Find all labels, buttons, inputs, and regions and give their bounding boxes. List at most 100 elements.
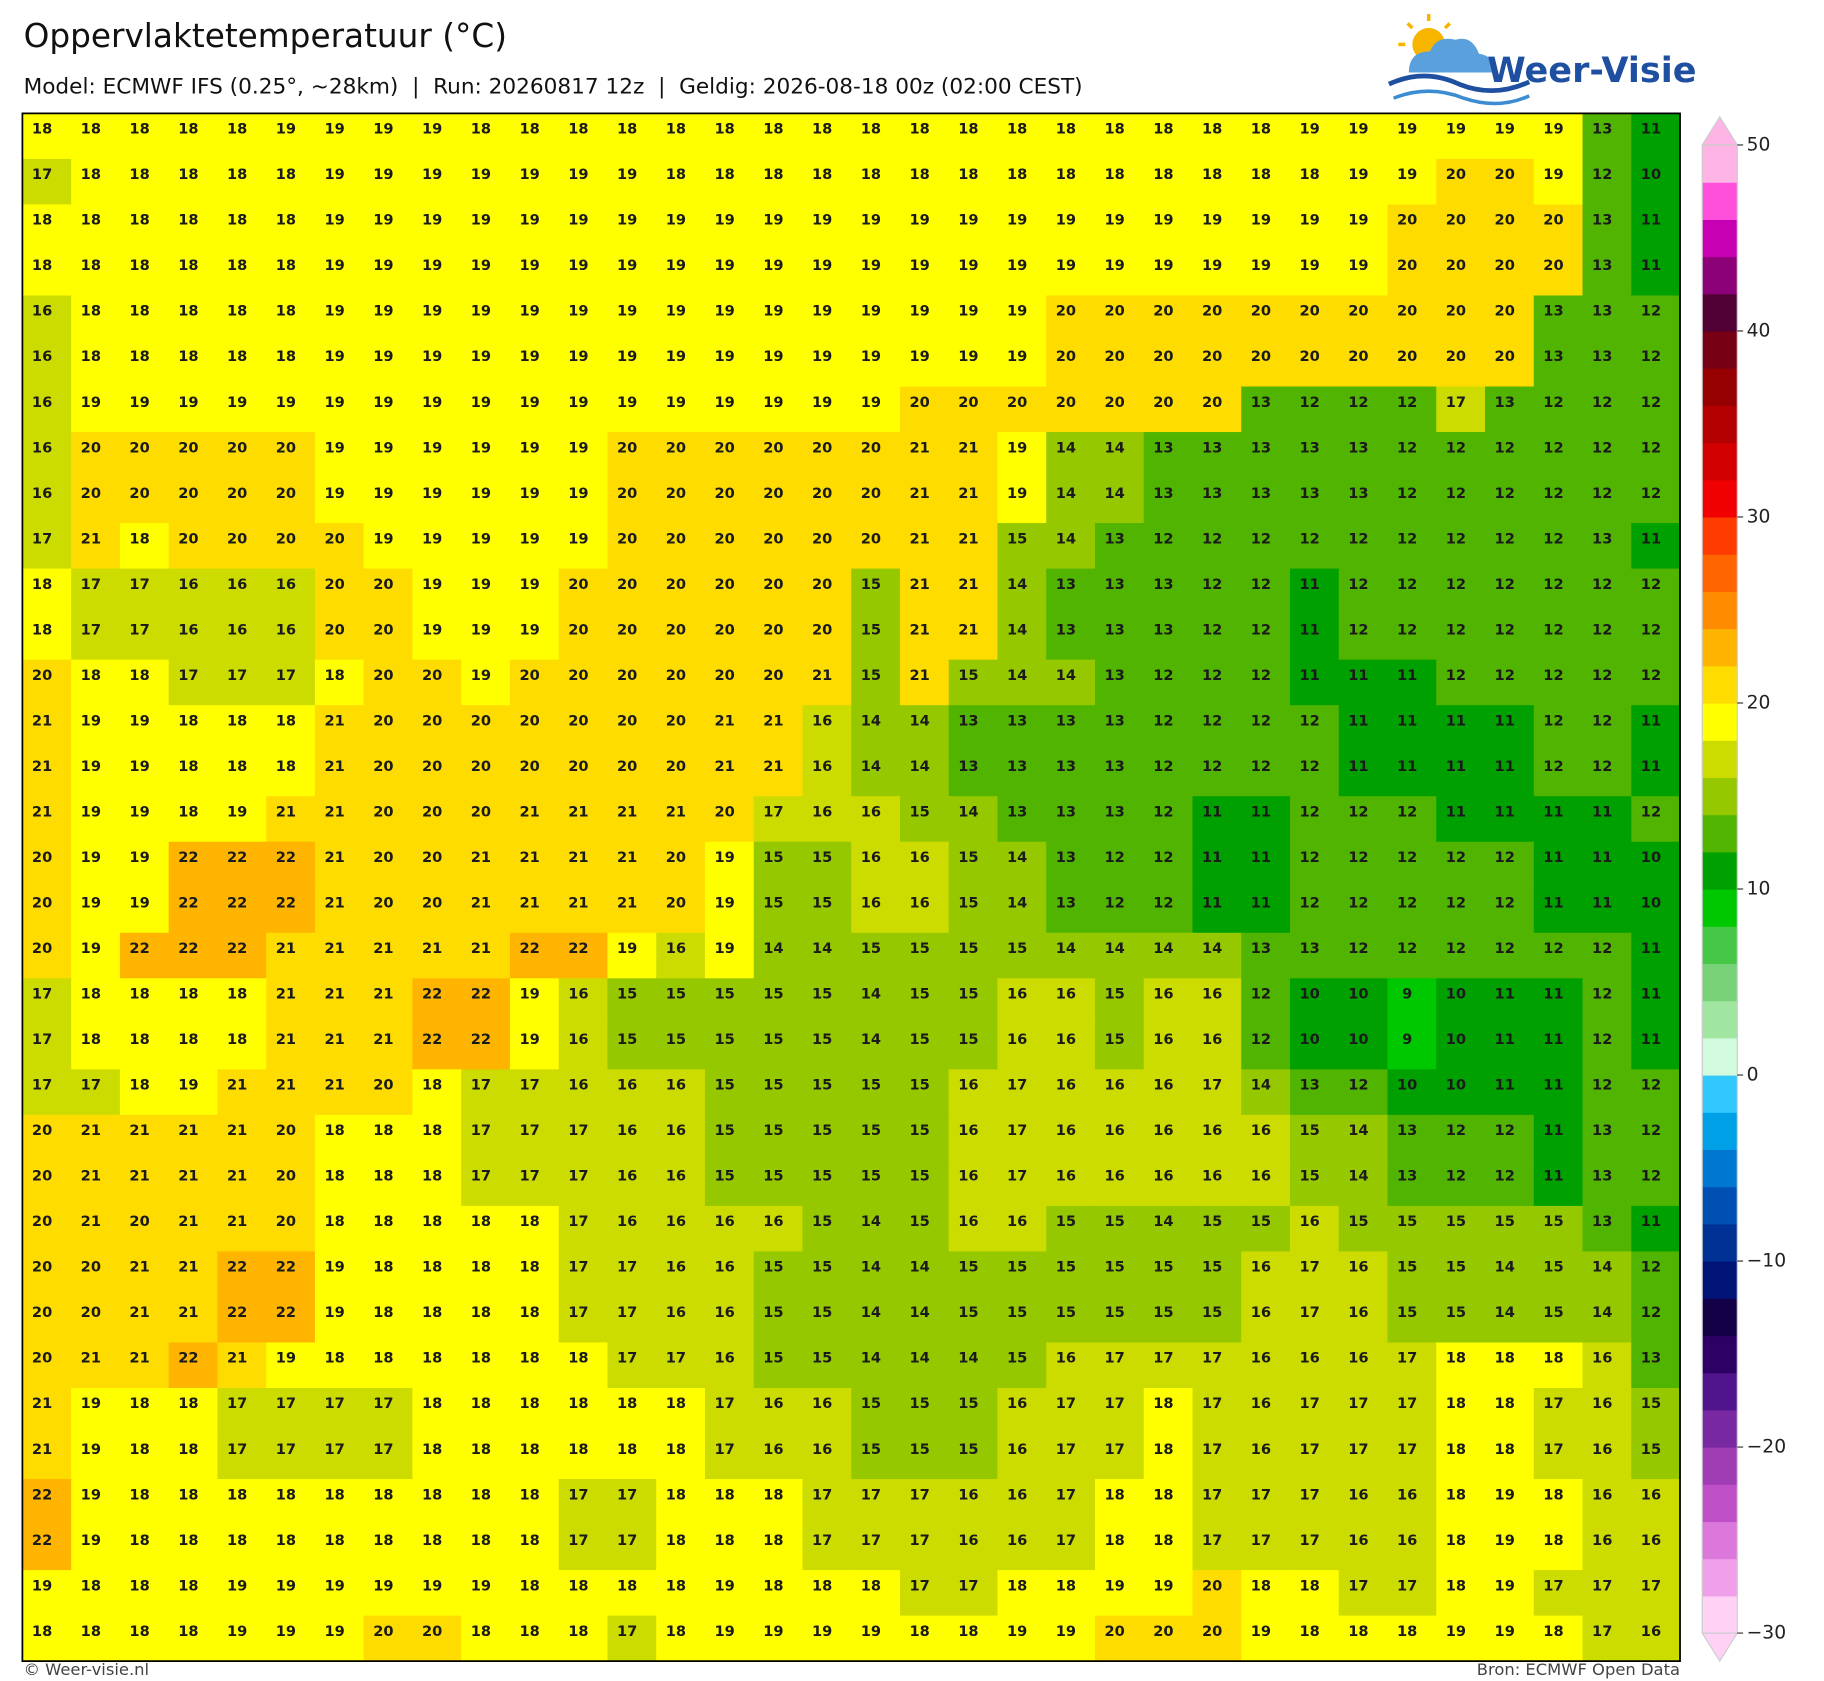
temperature-cell xyxy=(509,1570,560,1617)
temperature-cell xyxy=(1046,614,1096,661)
temperature-cell xyxy=(1436,1114,1486,1162)
temperature-grid: 18 18 18 18 18 19 19 19 19 18 18 18 18 18 18 18 18 18 18 18… xyxy=(22,113,1681,1662)
temperature-cell xyxy=(1338,841,1389,888)
temperature-cell xyxy=(607,932,657,980)
temperature-label: 21 xyxy=(324,803,344,820)
temperature-cell xyxy=(119,1615,170,1662)
temperature-cell xyxy=(1192,750,1242,797)
colorbar-band xyxy=(1702,1298,1738,1337)
temperature-label: 15 xyxy=(958,1304,978,1321)
temperature-cell xyxy=(948,249,999,297)
temperature-label: 13 xyxy=(1397,1122,1417,1139)
temperature-label: 20 xyxy=(32,1259,52,1276)
temperature-cell xyxy=(607,340,657,388)
temperature-label: 19 xyxy=(1251,1623,1271,1640)
temperature-label: 20 xyxy=(1202,303,1222,320)
temperature-cell xyxy=(314,1524,365,1571)
temperature-cell xyxy=(509,1342,560,1389)
temperature-label: 17 xyxy=(617,1532,637,1549)
temperature-cell xyxy=(266,386,316,433)
temperature-cell xyxy=(558,1524,609,1571)
temperature-cell xyxy=(1289,1205,1340,1253)
temperature-cell xyxy=(1436,1387,1486,1435)
temperature-cell xyxy=(802,1114,852,1162)
temperature-cell xyxy=(558,249,609,297)
temperature-label: 19 xyxy=(471,303,491,320)
temperature-cell xyxy=(119,386,170,433)
temperature-label: 22 xyxy=(129,940,149,957)
temperature-label: 19 xyxy=(617,257,637,274)
temperature-label: 17 xyxy=(1007,1122,1027,1139)
temperature-cell xyxy=(1289,113,1340,160)
temperature-cell xyxy=(314,1342,365,1389)
temperature-label: 18 xyxy=(324,1122,344,1139)
temperature-cell xyxy=(266,295,316,342)
temperature-label: 18 xyxy=(129,1532,149,1549)
temperature-label: 12 xyxy=(1641,1077,1661,1094)
temperature-label: 16 xyxy=(1300,1213,1320,1230)
temperature-cell xyxy=(119,614,170,661)
temperature-cell xyxy=(1338,1570,1389,1617)
temperature-cell xyxy=(1338,477,1389,524)
temperature-cell xyxy=(948,932,999,980)
temperature-cell xyxy=(461,841,511,888)
temperature-cell xyxy=(266,1023,316,1071)
temperature-cell xyxy=(363,1615,414,1662)
temperature-label: 19 xyxy=(81,712,101,729)
temperature-label: 12 xyxy=(1202,712,1222,729)
temperature-cell xyxy=(119,705,170,752)
temperature-cell xyxy=(1436,796,1486,843)
temperature-label: 19 xyxy=(861,257,881,274)
temperature-label: 16 xyxy=(227,576,247,593)
temperature-cell xyxy=(509,932,560,980)
temperature-label: 19 xyxy=(471,212,491,229)
temperature-label: 19 xyxy=(422,394,442,411)
temperature-label: 12 xyxy=(1543,712,1563,729)
temperature-cell xyxy=(1631,1479,1681,1526)
temperature-cell xyxy=(119,295,170,342)
temperature-cell xyxy=(461,1342,511,1389)
temperature-cell xyxy=(1533,1342,1584,1389)
temperature-cell xyxy=(1631,1160,1681,1207)
temperature-cell xyxy=(558,1433,609,1480)
temperature-cell xyxy=(314,796,365,843)
temperature-label: 20 xyxy=(1495,257,1515,274)
temperature-label: 18 xyxy=(373,1304,393,1321)
temperature-label: 19 xyxy=(1543,166,1563,183)
temperature-label: 18 xyxy=(129,257,149,274)
temperature-label: 20 xyxy=(1397,212,1417,229)
temperature-label: 12 xyxy=(1495,439,1515,456)
temperature-cell xyxy=(851,1615,901,1662)
temperature-cell xyxy=(1338,386,1389,433)
temperature-cell xyxy=(558,1387,609,1435)
temperature-label: 14 xyxy=(1592,1259,1612,1276)
temperature-cell xyxy=(1485,659,1535,706)
temperature-label: 12 xyxy=(1543,530,1563,547)
temperature-cell xyxy=(1046,568,1096,615)
temperature-cell xyxy=(1387,204,1437,251)
temperature-label: 20 xyxy=(519,667,539,684)
temperature-label: 12 xyxy=(1348,394,1368,411)
temperature-label: 20 xyxy=(1495,212,1515,229)
temperature-label: 20 xyxy=(1153,303,1173,320)
temperature-label: 14 xyxy=(958,1350,978,1367)
temperature-cell xyxy=(753,1524,804,1571)
colorbar-band xyxy=(1702,219,1738,258)
temperature-label: 19 xyxy=(81,1395,101,1412)
temperature-cell xyxy=(1338,659,1389,706)
temperature-label: 19 xyxy=(958,212,978,229)
temperature-cell xyxy=(1241,432,1291,479)
temperature-label: 16 xyxy=(958,1532,978,1549)
temperature-label: 19 xyxy=(1056,212,1076,229)
temperature-label: 13 xyxy=(1641,1350,1661,1367)
temperature-cell xyxy=(412,295,462,342)
temperature-cell xyxy=(607,386,657,433)
temperature-cell xyxy=(71,614,121,661)
temperature-cell xyxy=(1387,477,1437,524)
temperature-cell xyxy=(22,978,72,1025)
temperature-cell xyxy=(802,932,852,980)
temperature-cell xyxy=(1143,1205,1194,1253)
temperature-label: 16 xyxy=(1592,1350,1612,1367)
temperature-label: 20 xyxy=(1007,394,1027,411)
temperature-label: 11 xyxy=(1300,667,1320,684)
